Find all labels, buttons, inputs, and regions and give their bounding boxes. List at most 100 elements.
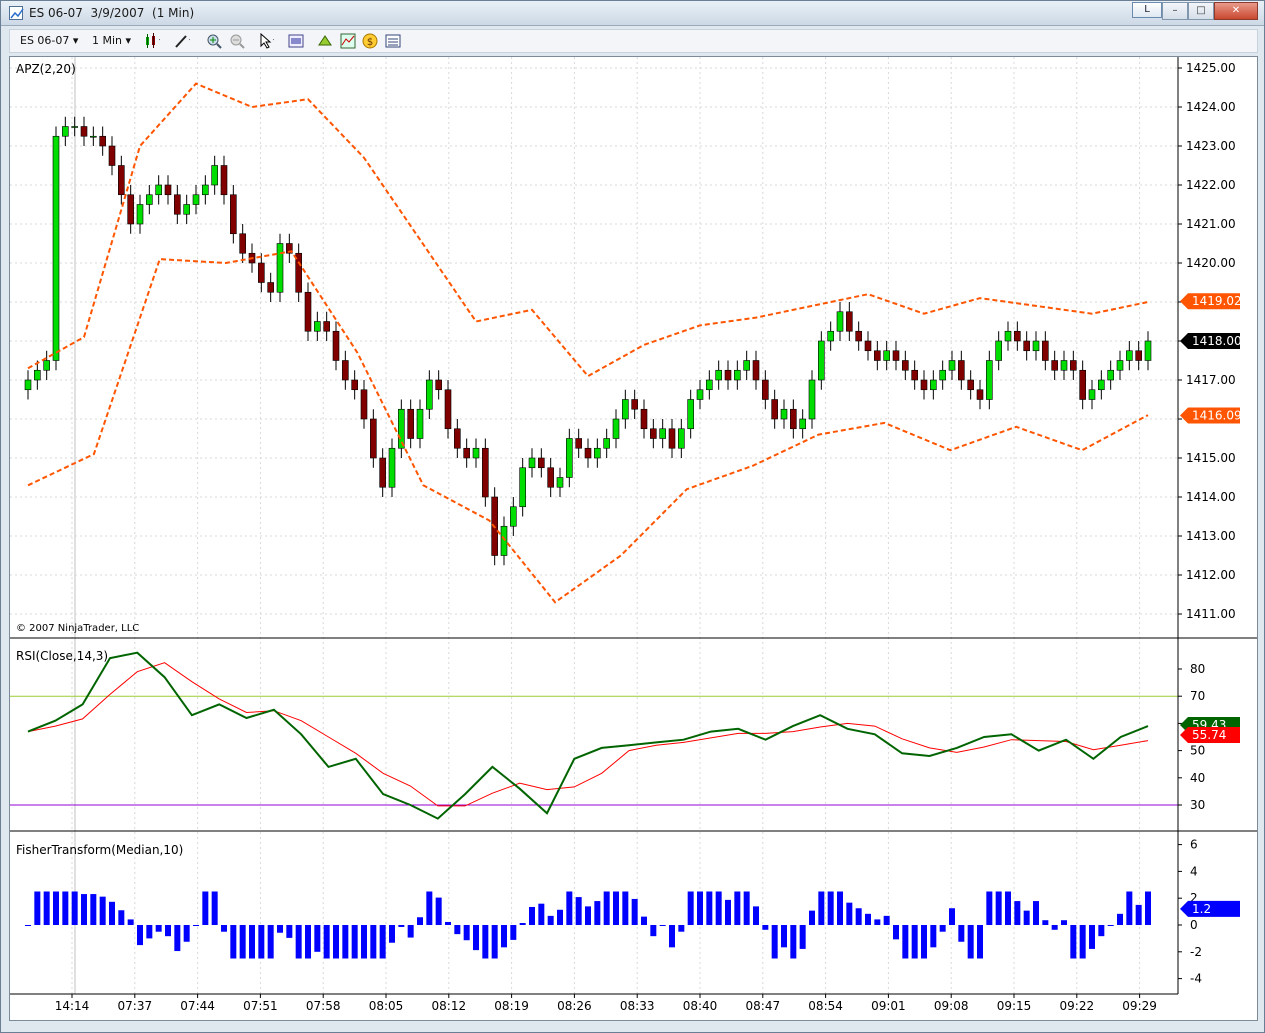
zoom-in-icon[interactable] <box>206 33 222 49</box>
fisher-bar <box>1145 891 1151 925</box>
chart-trader-icon[interactable] <box>385 33 401 49</box>
link-button[interactable]: L <box>1132 2 1162 18</box>
time-tick-label: 08:47 <box>746 999 781 1013</box>
indicators-icon[interactable] <box>340 33 356 49</box>
zoom-out-icon[interactable] <box>229 33 245 49</box>
candle-up <box>1088 389 1096 400</box>
fisher-bar <box>146 925 153 939</box>
fisher-bar <box>594 901 601 925</box>
close-button[interactable]: ✕ <box>1214 2 1258 20</box>
fisher-bar <box>818 891 825 925</box>
fisher-bar <box>557 909 563 925</box>
candle-up <box>388 447 396 488</box>
strategy-icon[interactable] <box>317 33 333 49</box>
fisher-bar <box>678 925 685 932</box>
fisher-panel-label: FisherTransform(Median,10) <box>16 843 183 857</box>
rsi-panel-label: RSI(Close,14,3) <box>16 649 108 663</box>
candle-down <box>267 282 274 293</box>
maximize-button[interactable]: □ <box>1188 2 1214 20</box>
candle-up <box>1107 369 1114 381</box>
candle-down <box>220 165 228 196</box>
candle-down <box>1014 330 1021 342</box>
fisher-bar <box>295 925 302 959</box>
instrument-selector[interactable]: ES 06-07 ▾ <box>20 34 79 47</box>
fisher-bar <box>921 925 927 959</box>
chart-canvas[interactable]: 14:14 07:37 07:44 07:51 07:58 08:05 08:12 08:19… <box>10 57 1257 1020</box>
candle-up <box>416 408 424 439</box>
fisher-bar <box>258 925 265 959</box>
candle-down <box>174 194 181 215</box>
apz-upper-band <box>27 82 1149 378</box>
candle-up <box>706 379 713 391</box>
title-bar[interactable]: ES 06-07 3/9/2007 (1 Min) L – □ ✕ <box>1 1 1264 26</box>
candle-up <box>594 447 601 459</box>
candle-up <box>939 369 946 381</box>
fisher-bar <box>1107 925 1114 926</box>
candle-up <box>715 369 722 381</box>
fisher-bar <box>893 925 899 940</box>
candle-down <box>342 360 349 381</box>
fisher-panel[interactable] <box>25 891 1151 959</box>
minimize-button[interactable]: – <box>1162 2 1188 20</box>
time-tick-label: 09:22 <box>1060 999 1095 1013</box>
fisher-bar <box>977 925 983 959</box>
candle-up <box>687 399 694 430</box>
candlestick-style-icon[interactable] <box>144 33 160 49</box>
fisher-bar <box>827 891 834 925</box>
fisher-bar <box>781 925 787 948</box>
data-box-icon[interactable]: $ <box>362 33 378 49</box>
fisher-bar <box>529 906 535 925</box>
pointer-icon[interactable] <box>258 33 274 49</box>
time-tick-label: 07:58 <box>306 999 341 1013</box>
candle-up <box>1144 340 1152 361</box>
chart-area[interactable]: 14:14 07:37 07:44 07:51 07:58 08:05 08:12 08:19… <box>9 56 1258 1021</box>
fisher-bar <box>34 891 41 925</box>
fisher-bar <box>799 925 806 949</box>
candle-up <box>995 340 1002 361</box>
fisher-bar <box>230 925 237 959</box>
price-tick-label: 1422.00 <box>1186 178 1236 192</box>
candle-down <box>482 447 489 498</box>
fisher-bar <box>1005 891 1011 925</box>
candle-up <box>1032 340 1040 352</box>
candle-down <box>650 428 657 439</box>
candle-down <box>444 389 452 430</box>
rsi-marker-label: 55.74 <box>1192 728 1226 742</box>
fisher-bar <box>585 906 591 925</box>
fisher-bar <box>81 894 87 925</box>
draw-tool-icon[interactable] <box>174 33 190 49</box>
price-tick-label: 1412.00 <box>1186 568 1236 582</box>
interval-selector[interactable]: 1 Min ▾ <box>92 34 132 47</box>
candle-down <box>323 321 330 332</box>
candle-up <box>808 379 816 420</box>
fisher-bar <box>986 891 993 925</box>
candle-up <box>426 379 433 410</box>
candle-up <box>1126 350 1133 361</box>
fisher-tick-label: -4 <box>1190 972 1202 986</box>
fisher-bar <box>1033 901 1039 925</box>
time-tick-label: 09:29 <box>1122 999 1157 1013</box>
candle-up <box>622 399 629 420</box>
properties-icon[interactable] <box>288 33 304 49</box>
candle-down <box>547 467 554 488</box>
fisher-bar <box>519 923 526 925</box>
candle-up <box>1116 360 1124 371</box>
candle-up <box>398 408 405 449</box>
fisher-bar <box>183 925 190 942</box>
rsi-tick-label: 40 <box>1190 771 1205 785</box>
chart-app-icon <box>9 6 24 20</box>
time-tick-label: 08:40 <box>683 999 718 1013</box>
fisher-bar <box>837 891 843 925</box>
candle-down <box>1051 360 1058 371</box>
fisher-bar <box>277 925 283 933</box>
price-panel[interactable] <box>24 82 1152 604</box>
fisher-bar <box>221 925 227 932</box>
rsi-tick-label: 80 <box>1190 662 1205 676</box>
fisher-bar <box>249 925 255 959</box>
fisher-bar <box>734 891 741 925</box>
rsi-panel[interactable] <box>10 651 1178 820</box>
candle-down <box>370 418 377 459</box>
candle-up <box>556 477 564 488</box>
candle-down <box>762 379 769 400</box>
